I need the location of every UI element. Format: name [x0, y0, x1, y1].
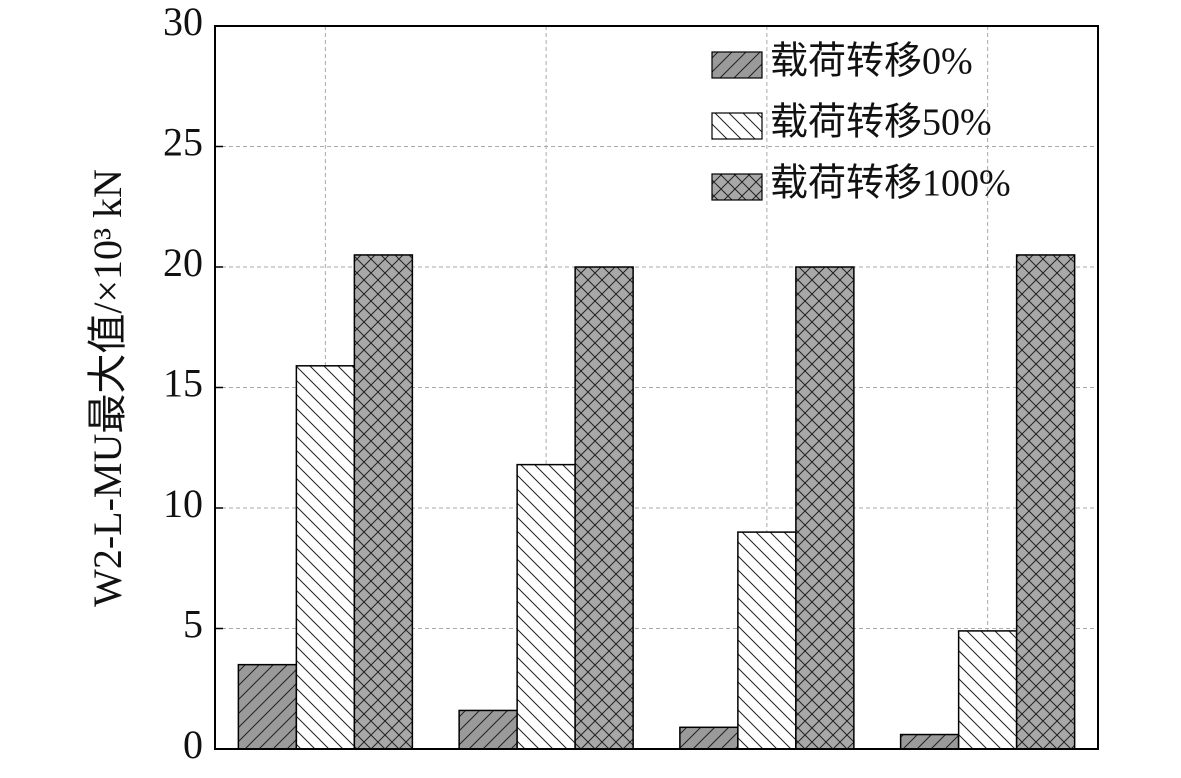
bar [1015, 254, 1076, 750]
legend-label: 载荷转移50% [770, 102, 992, 144]
bar [295, 365, 356, 750]
bar [737, 531, 797, 750]
y-tick-label: 20 [163, 240, 203, 285]
y-tick-label: 0 [183, 722, 203, 767]
legend-swatch [711, 173, 763, 201]
plot-frame [214, 25, 1099, 750]
bar [899, 733, 960, 750]
legend-swatch [711, 112, 763, 140]
y-axis-label: W2-L-MU最大值/×10³ kN [85, 169, 130, 607]
bar [458, 709, 518, 750]
y-tick-label: 10 [163, 481, 203, 526]
y-tick-label: 5 [183, 602, 203, 647]
y-tick-label: 30 [163, 0, 203, 44]
bar [679, 726, 739, 750]
y-tick-label: 15 [163, 361, 203, 406]
bar [574, 266, 634, 750]
bar [795, 266, 855, 750]
legend-label: 载荷转移100% [770, 163, 1011, 205]
legend-label: 载荷转移0% [770, 41, 973, 83]
bar [237, 663, 298, 750]
bar [353, 254, 414, 750]
bar [516, 463, 576, 750]
y-tick-label: 25 [163, 120, 203, 165]
legend-swatch [711, 51, 763, 79]
bar [957, 630, 1018, 750]
